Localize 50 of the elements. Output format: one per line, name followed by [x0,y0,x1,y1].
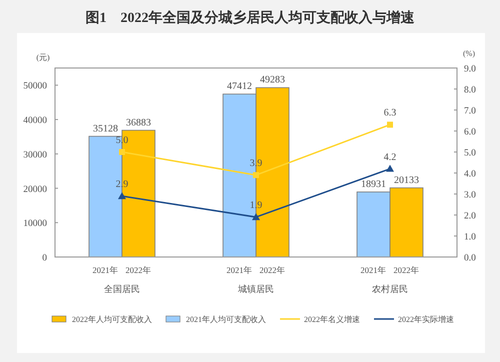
point [387,122,393,128]
y-tick-label: 50000 [23,82,48,92]
data-label: 47412 [227,81,252,92]
point [253,172,259,178]
data-label: 20133 [394,174,419,186]
text: 2022年 [260,265,286,275]
legend-label: 2021年人均可支配收入 [186,315,266,324]
data-label: 18931 [361,178,386,190]
x-tick-label: 全国居民 [104,284,140,294]
text: 2021年 [92,265,118,275]
data-label: 3.9 [250,158,262,170]
text: 2022年 [394,265,420,275]
data-label: 1.9 [250,200,262,212]
y2-axis-title: (%) [463,49,476,58]
y2-tick-label: 3.0 [464,190,476,200]
y2-tick-label: 4.0 [464,170,476,180]
y2-tick-label: 7.0 [464,106,476,116]
data-label: 49283 [260,74,285,86]
text: 2021年 [360,265,386,275]
y-tick-label: 40000 [23,116,48,126]
y2-tick-label: 5.0 [464,148,476,158]
legend-label: 2022年名义增速 [304,315,360,324]
y-axis-title: (元) [36,53,50,62]
data-label: 2.9 [116,179,128,190]
data-label: 6.3 [384,108,396,119]
y2-tick-label: 2.0 [464,212,476,222]
y-tick-label: 10000 [23,219,48,230]
data-label: 35128 [93,123,118,134]
data-label: 36883 [126,117,151,128]
point [386,164,394,172]
chart-title: 图1 2022年全国及分城乡居民人均可支配收入与增速 [86,9,416,26]
point [118,192,126,200]
text: 2022年 [126,265,152,275]
y2-tick-label: 8.0 [464,86,476,96]
y2-tick-label: 1.0 [464,232,476,242]
data-label: 5.0 [116,135,128,146]
x-tick-label: 城镇居民 [237,284,274,294]
y2-tick-label: 9.0 [464,64,476,74]
x-tick-label: 农村居民 [372,284,408,294]
y2-tick-label: 0.0 [464,254,476,264]
y2-tick-label: 6.0 [464,128,476,138]
y-tick-label: 0 [42,254,48,264]
point [119,149,125,155]
data-label: 4.2 [384,152,396,163]
legend-label: 2022年人均可支配收入 [72,315,152,324]
text: 2021年 [226,265,252,275]
point [252,213,260,220]
legend-label: 2022年实际增速 [398,315,454,324]
y-tick-label: 30000 [23,150,48,160]
y-tick-label: 20000 [23,184,48,195]
